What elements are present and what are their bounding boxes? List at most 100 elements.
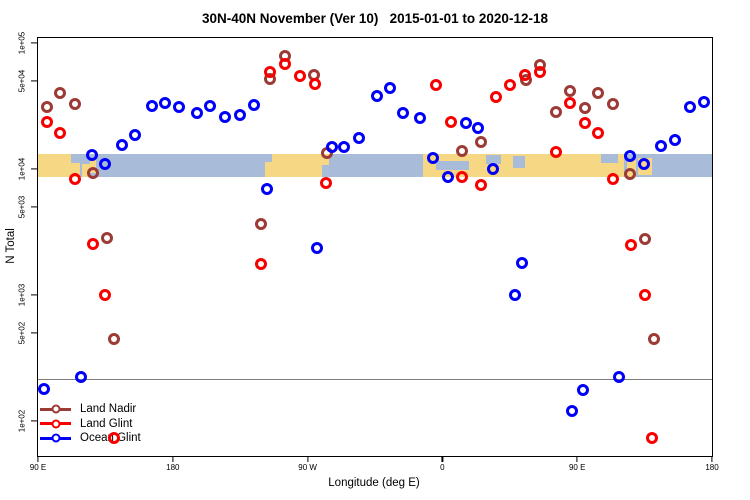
data-point-ocean-glint: [697, 96, 710, 109]
x-tick: [307, 456, 309, 462]
data-point-ocean-glint: [261, 183, 274, 196]
data-point-land-glint: [518, 69, 531, 82]
data-point-ocean-glint: [487, 163, 500, 176]
data-point-land-nadir: [592, 86, 605, 99]
data-point-ocean-glint: [99, 157, 112, 170]
x-tick-label: 90 E: [568, 463, 586, 472]
map-ocean-patch: [436, 160, 469, 171]
data-point-ocean-glint: [668, 133, 681, 146]
legend-item-land-nadir: Land Nadir: [40, 402, 141, 417]
data-point-land-nadir: [87, 166, 100, 179]
x-tick-label: 0: [440, 463, 445, 472]
data-point-ocean-glint: [683, 100, 696, 113]
data-point-ocean-glint: [219, 110, 232, 123]
map-ocean-patch: [70, 153, 80, 163]
x-tick: [711, 456, 713, 462]
data-point-land-nadir: [578, 101, 591, 114]
data-point-land-nadir: [563, 85, 576, 98]
data-point-ocean-glint: [565, 404, 578, 417]
x-axis-title: Longitude (deg E): [328, 477, 420, 489]
data-point-ocean-glint: [85, 149, 98, 162]
data-point-ocean-glint: [383, 82, 396, 95]
data-point-land-glint: [294, 69, 307, 82]
data-point-land-glint: [638, 288, 651, 301]
data-point-ocean-glint: [37, 383, 50, 395]
data-point-land-glint: [309, 77, 322, 90]
map-land-patch: [90, 158, 97, 174]
legend: Land Nadir Land Glint Ocean Glint: [40, 402, 141, 446]
data-point-land-glint: [646, 431, 659, 444]
data-point-land-glint: [563, 96, 576, 109]
map-ocean-patch: [601, 153, 618, 164]
y-tick-label: 1e+02: [17, 409, 27, 433]
x-tick: [172, 456, 174, 462]
ocean-glint-marker-icon: [40, 433, 71, 444]
data-point-land-nadir: [40, 100, 53, 113]
data-point-land-nadir: [647, 332, 660, 345]
data-point-land-nadir: [623, 168, 636, 181]
data-point-land-nadir: [455, 144, 468, 157]
data-point-ocean-glint: [115, 138, 128, 151]
data-point-land-glint: [319, 177, 332, 190]
data-point-land-nadir: [108, 332, 121, 345]
x-tick: [37, 456, 39, 462]
data-point-ocean-glint: [371, 90, 384, 103]
map-land-patch: [38, 153, 80, 177]
x-tick-label: 180: [705, 463, 719, 472]
data-point-land-glint: [54, 126, 67, 139]
y-tick: [31, 332, 37, 334]
data-point-land-glint: [444, 115, 457, 128]
y-tick: [31, 80, 37, 82]
data-point-ocean-glint: [624, 149, 637, 162]
data-point-land-glint: [592, 127, 605, 140]
map-band: [38, 153, 712, 177]
y-tick: [31, 168, 37, 170]
data-point-land-glint: [578, 116, 591, 129]
x-tick: [576, 456, 578, 462]
data-point-ocean-glint: [613, 370, 626, 383]
y-tick-label: 1e+04: [17, 157, 27, 181]
data-point-land-glint: [503, 79, 516, 92]
map-land-patch: [264, 153, 330, 177]
data-point-land-nadir: [638, 233, 651, 246]
land-nadir-marker-icon: [40, 404, 71, 415]
x-tick-label: 180: [166, 463, 180, 472]
data-point-ocean-glint: [577, 383, 590, 396]
plot-area: Land Nadir Land Glint Ocean Glint 1e+05 5…: [18, 31, 719, 472]
x-tick-label: 90 W: [298, 463, 317, 472]
legend-item-land-glint: Land Glint: [40, 417, 141, 432]
data-point-land-glint: [108, 431, 121, 444]
data-point-land-glint: [264, 66, 277, 78]
data-point-land-glint: [69, 172, 82, 185]
data-point-land-nadir: [255, 217, 268, 230]
data-point-land-glint: [255, 258, 268, 271]
data-point-ocean-glint: [204, 100, 217, 113]
x-tick-label: 90 E: [29, 463, 47, 472]
data-point-ocean-glint: [145, 100, 158, 113]
data-point-ocean-glint: [234, 108, 247, 121]
data-point-land-glint: [607, 172, 620, 185]
y-tick: [31, 42, 37, 44]
data-point-ocean-glint: [471, 121, 484, 134]
map-ocean-patch: [512, 155, 525, 168]
data-point-land-glint: [475, 179, 488, 192]
data-point-ocean-glint: [515, 257, 528, 270]
data-point-land-nadir: [475, 136, 488, 149]
data-point-ocean-glint: [637, 158, 650, 171]
data-point-land-nadir: [54, 87, 67, 100]
data-point-land-glint: [99, 288, 112, 301]
data-point-ocean-glint: [190, 107, 203, 120]
data-point-ocean-glint: [459, 116, 472, 129]
data-point-ocean-glint: [337, 140, 350, 153]
data-point-ocean-glint: [159, 96, 172, 109]
data-point-ocean-glint: [352, 131, 365, 144]
y-tick: [31, 420, 37, 422]
data-point-ocean-glint: [325, 140, 338, 153]
data-point-ocean-glint: [413, 112, 426, 125]
y-tick-label: 5e+02: [17, 321, 27, 345]
y-tick: [31, 294, 37, 296]
data-point-land-nadir: [607, 98, 620, 111]
data-point-ocean-glint: [247, 98, 260, 111]
legend-label-land-glint: Land Glint: [80, 417, 133, 430]
